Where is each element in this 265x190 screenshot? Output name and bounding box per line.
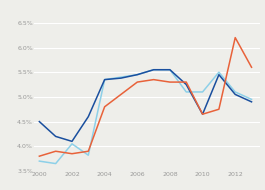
Line: Auckland: Auckland: [39, 70, 251, 141]
Wellington: [234, 91, 237, 93]
Christchurch: [250, 66, 253, 68]
Wellington: [152, 69, 155, 71]
Auckland: [103, 78, 106, 81]
Auckland: [217, 74, 220, 76]
Auckland: [136, 74, 139, 76]
Line: Christchurch: Christchurch: [39, 38, 251, 156]
Auckland: [168, 69, 171, 71]
Auckland: [70, 140, 74, 142]
Auckland: [119, 77, 122, 79]
Wellington: [103, 78, 106, 81]
Auckland: [201, 113, 204, 115]
Wellington: [70, 143, 74, 145]
Christchurch: [87, 150, 90, 152]
Wellington: [185, 91, 188, 93]
Christchurch: [201, 113, 204, 115]
Christchurch: [103, 106, 106, 108]
Auckland: [250, 101, 253, 103]
Wellington: [217, 71, 220, 73]
Auckland: [87, 116, 90, 118]
Christchurch: [217, 108, 220, 110]
Wellington: [54, 162, 57, 165]
Christchurch: [70, 153, 74, 155]
Auckland: [54, 135, 57, 138]
Christchurch: [54, 150, 57, 152]
Wellington: [87, 154, 90, 156]
Auckland: [152, 69, 155, 71]
Christchurch: [185, 81, 188, 83]
Wellington: [201, 91, 204, 93]
Christchurch: [136, 81, 139, 83]
Line: Wellington: Wellington: [39, 70, 251, 164]
Christchurch: [38, 155, 41, 157]
Wellington: [38, 160, 41, 162]
Christchurch: [168, 81, 171, 83]
Wellington: [250, 98, 253, 101]
Auckland: [38, 120, 41, 123]
Christchurch: [152, 78, 155, 81]
Wellington: [136, 74, 139, 76]
Auckland: [234, 93, 237, 96]
Wellington: [119, 76, 122, 78]
Christchurch: [234, 36, 237, 39]
Wellington: [168, 69, 171, 71]
Auckland: [185, 83, 188, 86]
Christchurch: [119, 93, 122, 96]
